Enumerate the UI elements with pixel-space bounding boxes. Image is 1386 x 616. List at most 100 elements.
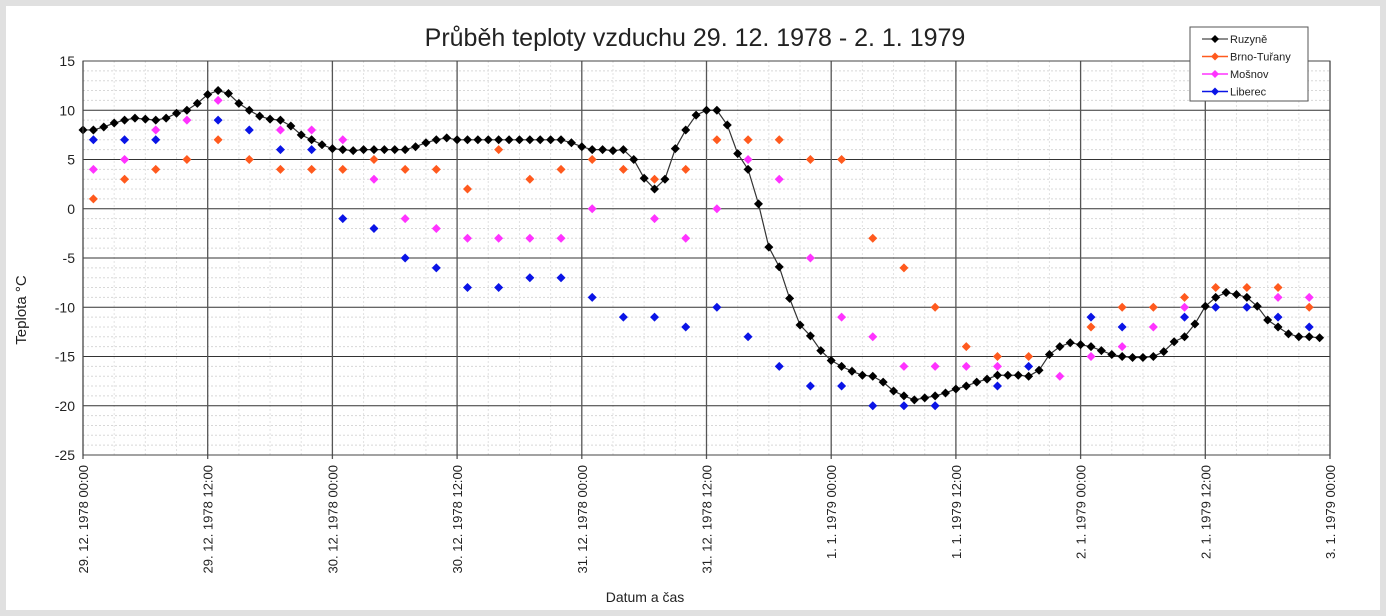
data-point (525, 174, 535, 184)
legend-label: Mošnov (1230, 69, 1269, 81)
data-point (650, 214, 660, 224)
data-point (1273, 283, 1283, 293)
data-point (1065, 338, 1075, 348)
data-point (868, 332, 878, 342)
data-point (348, 146, 358, 156)
data-point (566, 138, 576, 148)
data-point (234, 98, 244, 108)
data-point (868, 401, 878, 411)
series-Ruzyně (78, 86, 1325, 405)
data-point (1013, 370, 1023, 380)
data-point (307, 145, 317, 155)
data-point (1273, 322, 1283, 332)
data-point (151, 115, 161, 125)
data-point (1024, 371, 1034, 381)
data-point (442, 133, 452, 143)
data-point (774, 174, 784, 184)
data-point (327, 144, 337, 154)
data-point (961, 342, 971, 352)
data-point (1221, 287, 1231, 297)
x-tick-label: 3. 1. 1979 00:00 (1323, 465, 1338, 559)
x-tick-label: 30. 12. 1978 00:00 (325, 465, 340, 573)
data-point (930, 361, 940, 371)
data-point (930, 302, 940, 312)
data-point (1315, 333, 1325, 343)
data-point (837, 361, 847, 371)
y-tick-label: 5 (67, 152, 75, 168)
data-point (691, 110, 701, 120)
data-point (899, 361, 909, 371)
x-tick-label: 1. 1. 1979 12:00 (949, 465, 964, 559)
data-point (1024, 361, 1034, 371)
data-point (587, 292, 597, 302)
data-point (1024, 352, 1034, 361)
data-point (88, 135, 98, 145)
data-point (504, 135, 514, 145)
data-point (431, 223, 441, 233)
data-point (556, 233, 566, 243)
x-tick-label: 29. 12. 1978 12:00 (201, 465, 216, 573)
data-point (1159, 347, 1169, 357)
data-point (1180, 312, 1190, 322)
data-point (296, 130, 306, 140)
data-point (1304, 302, 1314, 312)
data-point (1273, 292, 1283, 302)
data-point (1211, 292, 1221, 302)
data-point (244, 155, 254, 164)
data-point (608, 146, 618, 156)
data-point (1283, 329, 1293, 339)
data-point (1138, 352, 1148, 362)
data-point (120, 115, 130, 125)
data-point (1304, 292, 1314, 302)
data-point (650, 174, 660, 184)
data-point (244, 125, 254, 135)
x-tick-label: 2. 1. 1979 00:00 (1074, 465, 1089, 559)
data-point (722, 120, 732, 130)
data-point (307, 125, 317, 135)
data-point (992, 381, 1002, 391)
data-point (1242, 302, 1252, 312)
data-point (483, 135, 493, 145)
data-point (702, 105, 711, 115)
data-point (400, 214, 410, 224)
data-point (473, 135, 483, 145)
data-point (1003, 370, 1013, 380)
data-point (930, 401, 940, 411)
data-point (1252, 301, 1262, 311)
data-point (88, 194, 98, 204)
series-Mošnov (88, 95, 1314, 381)
data-point (109, 118, 119, 128)
data-point (805, 155, 815, 164)
data-point (400, 164, 410, 174)
x-tick-label: 30. 12. 1978 12:00 (450, 465, 465, 573)
data-point (223, 89, 233, 99)
data-point (151, 125, 161, 135)
data-point (1180, 332, 1190, 342)
data-point (213, 115, 223, 125)
data-point (275, 115, 285, 125)
data-point (172, 108, 182, 118)
data-point (681, 164, 691, 174)
data-point (899, 401, 909, 411)
legend-marker (1211, 70, 1219, 78)
data-point (494, 233, 504, 243)
data-point (161, 113, 171, 123)
data-point (1107, 350, 1117, 360)
data-point (338, 164, 348, 174)
y-tick-label: 15 (59, 53, 75, 69)
data-point (743, 135, 753, 145)
data-point (359, 145, 369, 155)
data-point (1148, 352, 1158, 361)
data-point (1190, 319, 1200, 329)
data-point (192, 98, 202, 108)
data-point (525, 135, 535, 145)
data-point (317, 140, 327, 150)
x-tick-label: 1. 1. 1979 00:00 (824, 465, 839, 559)
legend-label: Brno-Tuřany (1230, 52, 1291, 64)
series-line (83, 89, 1320, 401)
data-point (1055, 342, 1065, 352)
data-point (411, 142, 421, 152)
data-point (774, 262, 784, 272)
data-point (650, 184, 660, 194)
data-point (525, 273, 535, 283)
